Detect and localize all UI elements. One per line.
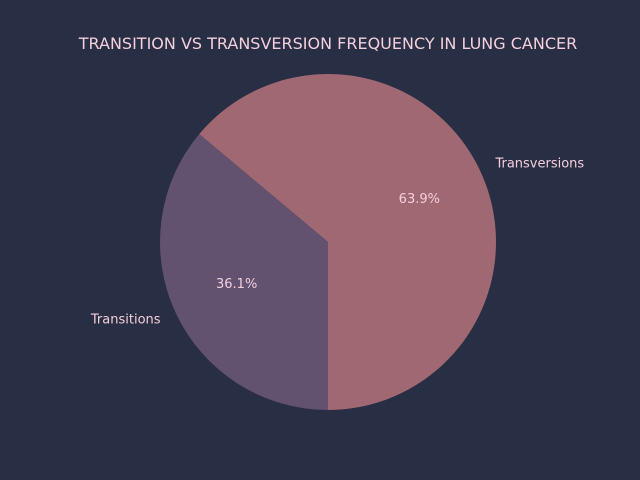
slice-label-transitions: Transitions	[90, 313, 161, 328]
pie-slice-transitions	[160, 134, 328, 410]
pie-slice-transversions	[199, 73, 496, 410]
chart-title: TRANSITION VS TRANSVERSION FREQUENCY IN …	[78, 34, 577, 53]
pie-labels: Transversions 63.9% Transitions 36.1%	[90, 156, 585, 327]
pie-slices	[160, 73, 496, 410]
percent-label-transversions: 63.9%	[399, 192, 440, 207]
slice-label-transversions: Transversions	[494, 156, 584, 171]
percent-label-transitions: 36.1%	[216, 277, 257, 292]
